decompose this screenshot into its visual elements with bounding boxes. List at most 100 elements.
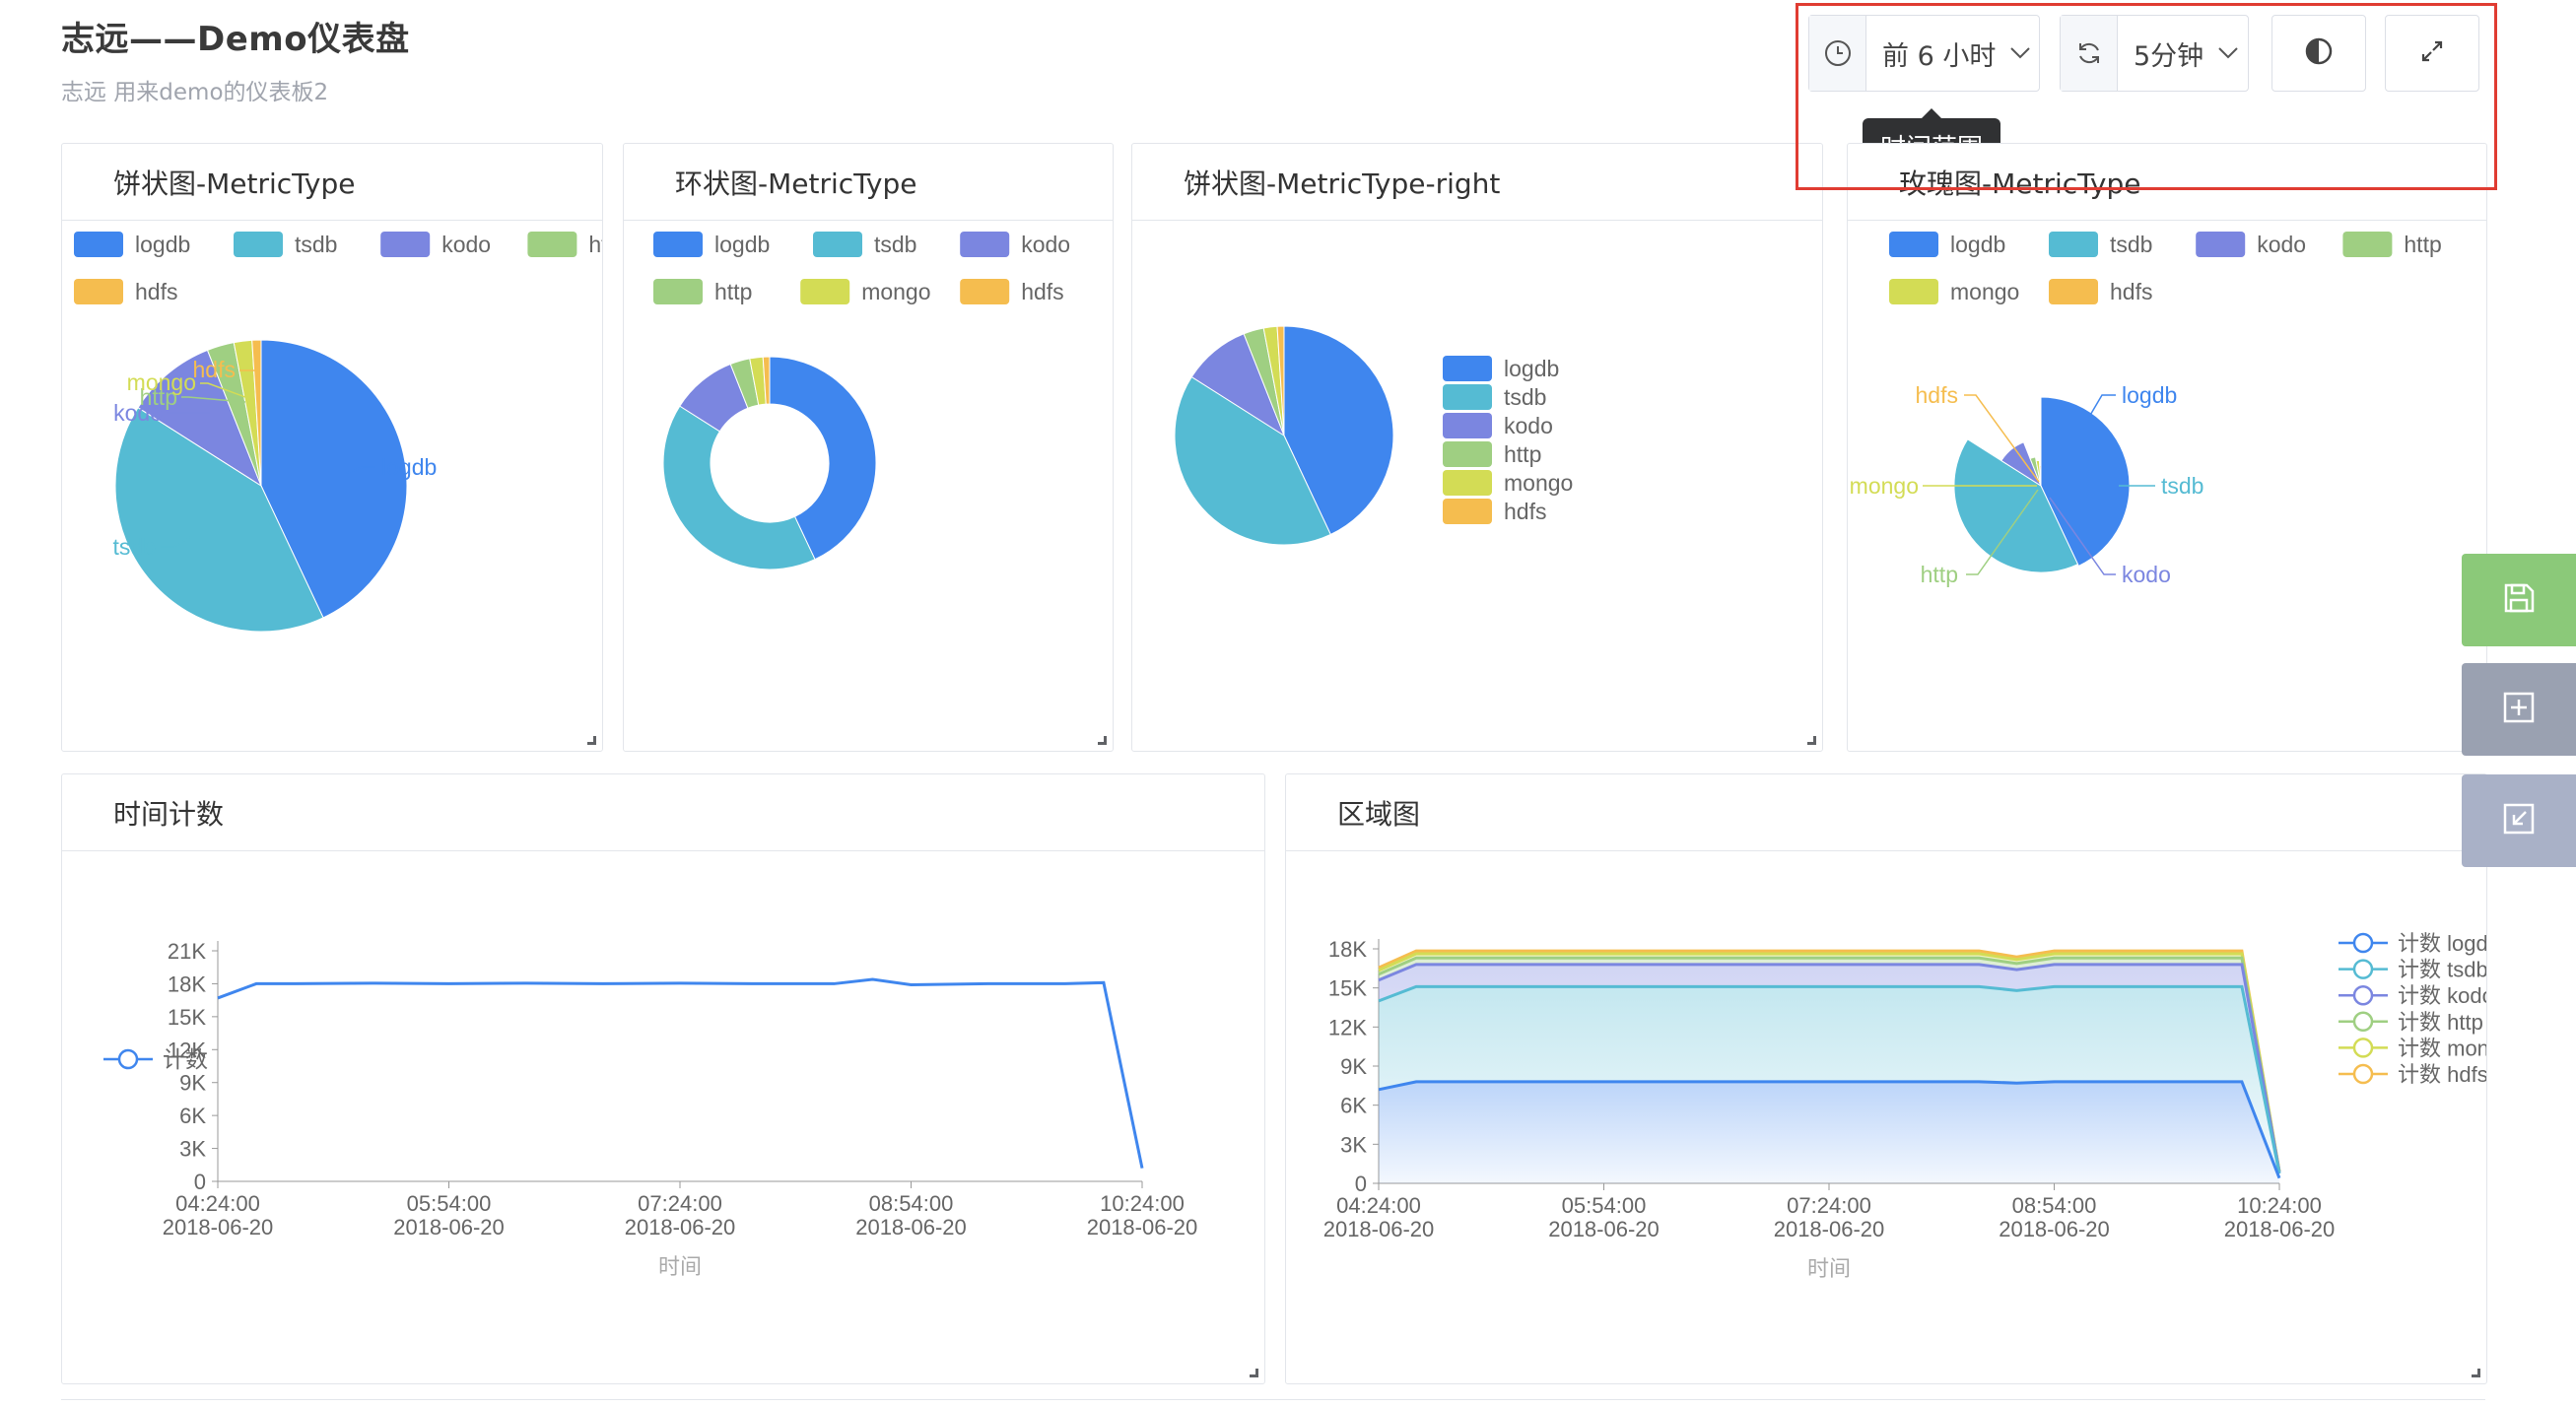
area-line-tsdb[interactable]: [1378, 984, 2281, 1174]
save-button[interactable]: [2462, 554, 2576, 646]
legend-logdb-label[interactable]: logdb: [1504, 356, 1559, 381]
expand-icon: [2417, 36, 2447, 70]
legend-http-swatch[interactable]: [653, 279, 703, 304]
area-line-kodo[interactable]: [1378, 963, 2281, 1173]
rose-slice-hdfs[interactable]: [2039, 464, 2042, 487]
legend-kodo-label[interactable]: kodo: [2257, 232, 2306, 257]
legend-kodo-swatch[interactable]: [960, 232, 1010, 257]
legend-marker-http[interactable]: [2352, 1011, 2374, 1033]
rose-slice-mongo[interactable]: [2035, 459, 2042, 487]
legend-tsdb-label[interactable]: tsdb: [2110, 232, 2152, 257]
slice-hdfs[interactable]: [251, 339, 262, 487]
legend-label-logdb[interactable]: 计数 logdb: [2398, 931, 2487, 956]
legend-label-http[interactable]: 计数 http: [2398, 1010, 2483, 1035]
legend-label-tsdb[interactable]: 计数 tsdb: [2398, 958, 2487, 982]
legend-kodo-label[interactable]: kodo: [1504, 413, 1553, 438]
rose-slice-http[interactable]: [2029, 456, 2042, 487]
legend-http-label[interactable]: http: [714, 279, 752, 304]
legend-logdb-swatch[interactable]: [74, 232, 123, 257]
legend-label-mongo[interactable]: 计数 mongo: [2398, 1036, 2487, 1060]
area-line-http[interactable]: [1378, 956, 2281, 1172]
legend-hdfs-label[interactable]: hdfs: [135, 279, 177, 304]
legend-kodo-swatch[interactable]: [2196, 232, 2246, 257]
legend-marker-hdfs[interactable]: [2352, 1063, 2374, 1085]
slice-hdfs[interactable]: [1276, 325, 1285, 436]
slice-tsdb[interactable]: [662, 405, 816, 570]
area-tsdb[interactable]: [1379, 986, 2279, 1178]
slice-label-hdfs: hdfs: [193, 357, 236, 382]
import-button[interactable]: [2462, 774, 2576, 867]
resize-handle[interactable]: [1807, 736, 1816, 745]
legend-tsdb-swatch[interactable]: [234, 232, 283, 257]
legend-kodo-swatch[interactable]: [1443, 413, 1492, 438]
legend-marker-tsdb[interactable]: [2352, 959, 2374, 979]
area-line-hdfs[interactable]: [1378, 949, 2281, 1172]
legend-label-hdfs[interactable]: 计数 hdfs: [2398, 1062, 2487, 1087]
legend-marker-mongo[interactable]: [2352, 1038, 2374, 1058]
refresh-interval-picker[interactable]: 5分钟: [2060, 15, 2249, 92]
legend-tsdb-label[interactable]: tsdb: [295, 232, 337, 257]
legend-http-label[interactable]: http: [588, 232, 603, 257]
legend-logdb-swatch[interactable]: [1889, 232, 1938, 257]
rose-slice-tsdb[interactable]: [1953, 438, 2079, 573]
series-line-count[interactable]: [217, 977, 1144, 1169]
resize-handle[interactable]: [2472, 1369, 2480, 1377]
area-logdb[interactable]: [1379, 1081, 2279, 1183]
legend-tsdb-label[interactable]: tsdb: [1504, 384, 1546, 410]
fullscreen-button[interactable]: [2385, 15, 2479, 92]
legend-kodo-label[interactable]: kodo: [441, 232, 491, 257]
resize-handle[interactable]: [1250, 1369, 1258, 1377]
legend-hdfs-swatch[interactable]: [1443, 499, 1492, 524]
legend-mongo-swatch[interactable]: [1889, 279, 1938, 304]
theme-toggle-button[interactable]: [2271, 15, 2366, 92]
legend-logdb-label[interactable]: logdb: [135, 232, 190, 257]
legend-mongo-swatch[interactable]: [800, 279, 850, 304]
legend-hdfs-swatch[interactable]: [2049, 279, 2098, 304]
slice-logdb[interactable]: [1283, 325, 1394, 536]
legend-tsdb-label[interactable]: tsdb: [874, 232, 916, 257]
legend-logdb-swatch[interactable]: [653, 232, 703, 257]
legend-mongo-swatch[interactable]: [1443, 470, 1492, 496]
legend-mongo-label[interactable]: mongo: [1950, 279, 2019, 304]
legend-http-swatch[interactable]: [2342, 232, 2393, 257]
legend-tsdb-swatch[interactable]: [813, 232, 862, 257]
legend-tsdb-swatch[interactable]: [1443, 384, 1492, 410]
contrast-icon: [2303, 35, 2335, 71]
legend-mongo-label[interactable]: mongo: [861, 279, 930, 304]
legend-marker-kodo[interactable]: [2352, 984, 2374, 1006]
slice-logdb[interactable]: [260, 339, 408, 619]
legend-marker[interactable]: [117, 1048, 139, 1070]
rose-slice-kodo[interactable]: [2000, 441, 2043, 488]
legend-mongo-label[interactable]: mongo: [1504, 470, 1573, 496]
time-range-picker[interactable]: 前 6 小时: [1808, 15, 2040, 92]
legend-hdfs-label[interactable]: hdfs: [1504, 499, 1546, 524]
slice-kodo[interactable]: [137, 349, 263, 488]
add-panel-button[interactable]: [2462, 663, 2576, 756]
resize-handle[interactable]: [587, 736, 596, 745]
legend-http-swatch[interactable]: [1443, 441, 1492, 467]
slice-logdb[interactable]: [769, 356, 877, 561]
legend-hdfs-swatch[interactable]: [960, 279, 1010, 304]
legend-logdb-swatch[interactable]: [1443, 356, 1492, 381]
legend-logdb-label[interactable]: logdb: [1950, 232, 2005, 257]
legend-hdfs-label[interactable]: hdfs: [2110, 279, 2152, 304]
legend-tsdb-swatch[interactable]: [2049, 232, 2098, 257]
legend-kodo-label[interactable]: kodo: [1021, 232, 1070, 257]
legend-label-count[interactable]: 计数: [163, 1046, 208, 1072]
legend-logdb-label[interactable]: logdb: [714, 232, 770, 257]
legend-http-swatch[interactable]: [527, 232, 577, 257]
rose-slice-logdb[interactable]: [2040, 396, 2131, 568]
legend-kodo-swatch[interactable]: [380, 232, 431, 257]
area-line-logdb[interactable]: [1378, 1080, 2281, 1179]
resize-handle[interactable]: [1098, 736, 1107, 745]
slice-tsdb[interactable]: [1174, 375, 1331, 546]
legend-hdfs-label[interactable]: hdfs: [1021, 279, 1063, 304]
legend-http-label[interactable]: http: [2404, 232, 2441, 257]
legend-hdfs-swatch[interactable]: [74, 279, 123, 304]
legend-marker-logdb[interactable]: [2352, 932, 2374, 954]
slice-tsdb[interactable]: [114, 407, 324, 633]
legend-http-label[interactable]: http: [1504, 441, 1541, 467]
legend-label-kodo[interactable]: 计数 kodo: [2398, 983, 2487, 1008]
slice-hdfs[interactable]: [762, 356, 771, 405]
area-line-mongo[interactable]: [1378, 952, 2281, 1172]
